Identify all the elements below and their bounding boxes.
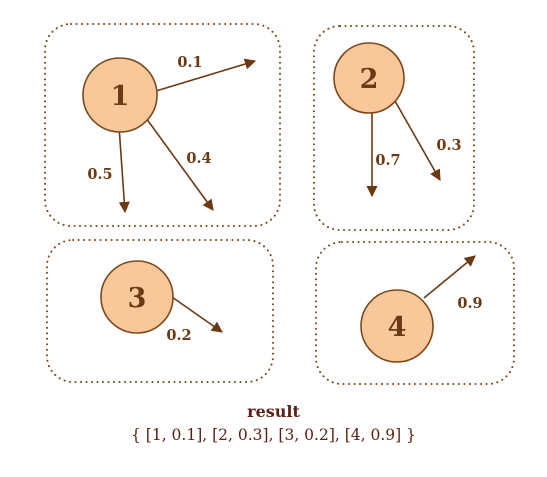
node-label-4: 4 — [388, 312, 407, 343]
node-4 — [360, 289, 434, 363]
node-2 — [333, 42, 405, 114]
group-node-1: 1 0.1 0.5 0.4 — [44, 23, 281, 227]
node-label-1: 1 — [111, 81, 130, 112]
edge-2-weight-0.3 — [394, 100, 441, 181]
result-title: result — [247, 402, 300, 421]
group-box-1 — [44, 23, 281, 227]
group-node-2: 2 0.7 0.3 — [313, 25, 475, 231]
node-3 — [100, 260, 174, 334]
edge-1-weight-0.1 — [155, 58, 257, 92]
result-value: { [1, 0.1], [2, 0.3], [3, 0.2], [4, 0.9]… — [131, 426, 416, 444]
group-box-2 — [313, 25, 475, 231]
edge-4-weight-0.9 — [423, 255, 476, 299]
group-box-4 — [315, 241, 515, 385]
edge-label-1-0.5: 0.5 — [87, 166, 112, 183]
group-node-3: 3 0.2 — [46, 239, 274, 383]
group-box-3 — [46, 239, 274, 383]
group-node-4: 4 0.9 — [315, 241, 515, 385]
edge-1-weight-0.4 — [145, 117, 214, 211]
edge-label-2-0.7: 0.7 — [375, 152, 400, 169]
edge-label-4-0.9: 0.9 — [457, 295, 482, 312]
edge-label-1-0.4: 0.4 — [186, 150, 211, 167]
node-label-3: 3 — [128, 283, 147, 314]
node-1 — [82, 57, 158, 133]
edge-label-3-0.2: 0.2 — [166, 327, 191, 344]
edge-3-weight-0.2 — [171, 296, 223, 333]
edge-label-1-0.1: 0.1 — [177, 54, 202, 71]
edge-label-2-0.3: 0.3 — [436, 137, 461, 154]
node-label-2: 2 — [360, 64, 379, 95]
edge-1-weight-0.5 — [118, 125, 130, 214]
